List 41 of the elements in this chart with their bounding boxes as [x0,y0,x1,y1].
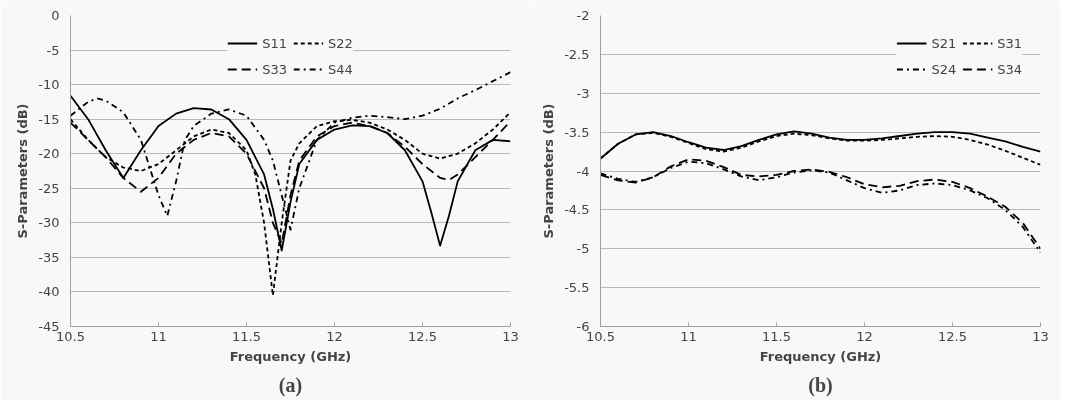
legend-label: S44 [328,61,353,77]
y-tick-label: -35 [38,249,60,265]
x-tick-label: 12 [856,328,873,344]
x-tick-label: 11 [680,328,697,344]
y-tick-label: -15 [38,111,60,127]
x-tick-label: 13 [502,328,519,344]
legend-label: S24 [931,61,957,77]
y-tick-label: -25 [38,180,60,196]
y-tick-label: -20 [38,146,60,162]
y-tick-label: -5.5 [564,280,590,296]
legend-label: S21 [931,35,957,51]
x-tick-label: 13 [1032,328,1049,344]
text: (b) [808,373,833,397]
y-tick-label: -2 [576,8,590,23]
y-tick-label: -2.5 [564,46,590,62]
text: (a) [278,373,303,397]
y-tick-label: -3 [576,85,590,101]
legend-label: S22 [328,35,353,51]
y-axis-title: S-Parameters (dB) [15,103,31,239]
y-tick-label: -5 [46,42,60,58]
x-tick-label: 11.5 [762,328,791,344]
y-tick-label: -4.5 [564,202,590,218]
y-tick-label: -3.5 [564,124,590,140]
x-tick-label: 11.5 [232,328,261,344]
legend-label: S33 [262,61,287,77]
y-tick-label: -10 [38,77,60,93]
legend-label: S31 [997,35,1022,51]
y-axis-title: S-Parameters (dB) [541,103,557,239]
x-axis-title: Frequency (GHz) [229,348,352,364]
y-tick-label: 0 [51,8,60,23]
y-tick-label: -5 [576,241,590,257]
y-tick-label: -40 [38,284,60,300]
x-tick-label: 11 [150,328,167,344]
x-axis-title: Frequency (GHz) [759,348,882,364]
y-tick-label: -4 [576,163,590,179]
y-tick-label: -30 [38,215,60,231]
legend-label: S34 [997,61,1022,77]
x-tick-label: 12.5 [408,328,437,344]
legend-label: S11 [262,35,287,51]
x-tick-label: 12.5 [938,328,967,344]
x-tick-label: 12 [326,328,343,344]
